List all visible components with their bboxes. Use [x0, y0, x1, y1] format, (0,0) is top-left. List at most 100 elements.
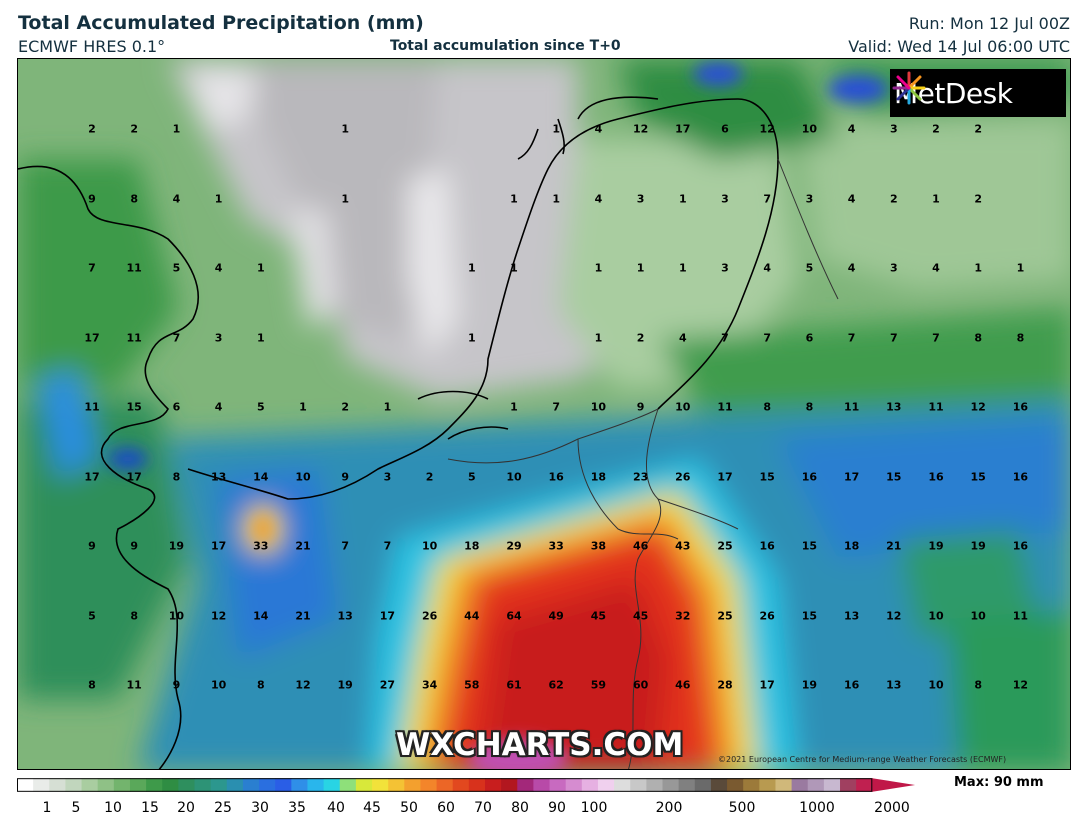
- grid-value-label: 1: [594, 331, 603, 344]
- grid-value-label: 28: [717, 678, 733, 692]
- colorbar-tick-label: 40: [327, 800, 345, 816]
- metdesk-burst-icon: [892, 71, 926, 105]
- grid-value-label: 4: [172, 192, 181, 205]
- grid-value-label: 27: [379, 678, 396, 692]
- grid-value-label: 10: [168, 609, 185, 622]
- colorbar-tick-label: 5: [71, 800, 81, 816]
- grid-value-label: 11: [843, 400, 860, 414]
- grid-value-label: 12: [970, 400, 986, 414]
- grid-value-label: 21: [295, 609, 311, 622]
- grid-value-label: 8: [130, 192, 139, 205]
- colorbar-tick-label: 1000: [799, 800, 835, 816]
- grid-value-label: 9: [172, 678, 181, 692]
- grid-value-label: 4: [678, 331, 687, 344]
- grid-value-label: 2: [130, 122, 139, 136]
- grid-value-label: 60: [632, 678, 649, 692]
- colorbar-swatch: [468, 778, 486, 792]
- grid-value-label: 16: [1012, 400, 1029, 414]
- grid-value-label: 19: [168, 539, 185, 553]
- grid-value-label: 1: [341, 192, 350, 205]
- colorbar-swatch: [807, 778, 825, 792]
- grid-value-label: 13: [886, 678, 902, 692]
- grid-value-label: 5: [172, 261, 181, 275]
- colorbar-swatch: [49, 778, 66, 792]
- colorbar-tick-label: 35: [288, 800, 306, 816]
- grid-value-label: 18: [590, 470, 607, 483]
- colorbar-swatch: [678, 778, 696, 792]
- colorbar-swatch: [226, 778, 244, 792]
- precip-shading: [18, 59, 1070, 769]
- colorbar-swatch: [129, 778, 147, 792]
- grid-value-label: 4: [847, 122, 856, 136]
- grid-value-label: 3: [721, 261, 729, 275]
- colorbar-tick-label: 70: [474, 800, 492, 816]
- grid-value-label: 13: [886, 400, 902, 414]
- grid-value-label: 1: [678, 192, 687, 205]
- grid-value-label: 7: [721, 331, 729, 344]
- grid-value-label: 6: [805, 331, 814, 344]
- grid-value-label: 15: [801, 539, 818, 553]
- grid-value-label: 1: [256, 261, 265, 275]
- grid-value-label: 17: [675, 122, 691, 136]
- max-value-label: Max: 90 mm: [954, 775, 1044, 790]
- grid-value-label: 3: [214, 331, 223, 344]
- grid-value-label: 21: [886, 539, 902, 553]
- grid-value-label: 12: [1012, 678, 1029, 692]
- grid-value-label: 46: [675, 678, 691, 692]
- grid-value-label: 17: [717, 470, 733, 483]
- grid-value-label: 16: [843, 678, 860, 692]
- grid-value-label: 26: [421, 609, 438, 622]
- valid-time: Valid: Wed 14 Jul 06:00 UTC: [848, 37, 1070, 56]
- wxcharts-watermark: WXCHARTS.COM: [396, 727, 684, 763]
- grid-value-label: 15: [759, 470, 775, 483]
- country-borders: [447, 158, 839, 769]
- grid-value-label: 19: [928, 539, 944, 553]
- colorbar-tick-label: 45: [363, 800, 381, 816]
- colorbar-swatch: [727, 778, 744, 792]
- grid-value-label: 1: [341, 122, 350, 136]
- grid-value-label: 26: [675, 470, 691, 483]
- grid-value-label: 2: [425, 470, 434, 483]
- grid-value-label: 10: [970, 609, 986, 622]
- colorbar-swatch: [194, 778, 212, 792]
- grid-value-label: 7: [172, 331, 181, 344]
- grid-value-label: 2: [636, 331, 645, 344]
- grid-value-label: 19: [337, 678, 353, 692]
- model-name: ECMWF HRES 0.1°: [18, 37, 166, 56]
- colorbar-swatch: [97, 778, 115, 792]
- grid-value-label: 17: [126, 470, 142, 483]
- colorbar-swatch: [501, 778, 518, 792]
- grid-value-label: 9: [130, 539, 139, 553]
- colorbar-swatch: [113, 778, 131, 792]
- grid-value-label: 1: [510, 192, 518, 205]
- colorbar-swatch: [210, 778, 228, 792]
- colorbar-tick-label: 90: [548, 800, 566, 816]
- grid-value-label: 8: [1016, 331, 1025, 344]
- grid-value-label: 1: [214, 192, 223, 205]
- grid-value-label: 9: [636, 400, 645, 414]
- grid-value-label: 2: [974, 122, 983, 136]
- grid-value-label: 15: [801, 609, 818, 622]
- grid-value-label: 7: [341, 539, 350, 553]
- grid-value-label: 3: [721, 192, 729, 205]
- grid-value-label: 3: [889, 261, 898, 275]
- grid-value-label: 15: [970, 470, 986, 483]
- colorbar-swatch: [581, 778, 599, 792]
- colorbar-swatch: [856, 778, 873, 792]
- grid-value-label: 7: [88, 261, 96, 275]
- colorbar-extend-arrow: [872, 778, 916, 792]
- grid-value-label: 10: [928, 678, 944, 692]
- colorbar-swatch: [646, 778, 663, 792]
- grid-value-label: 16: [928, 470, 944, 483]
- grid-value-label: 16: [759, 539, 775, 553]
- colorbar-outline: [17, 778, 873, 792]
- chart-title: Total Accumulated Precipitation (mm): [18, 12, 424, 34]
- colorbar-swatch: [339, 778, 357, 792]
- grid-value-label: 1: [1016, 261, 1025, 275]
- colorbar-swatch: [533, 778, 551, 792]
- colorbar-swatch: [662, 778, 680, 792]
- grid-value-label: 64: [506, 609, 522, 622]
- grid-value-label: 16: [1012, 539, 1029, 553]
- colorbar-swatch: [710, 778, 728, 792]
- grid-value-label: 17: [210, 539, 227, 553]
